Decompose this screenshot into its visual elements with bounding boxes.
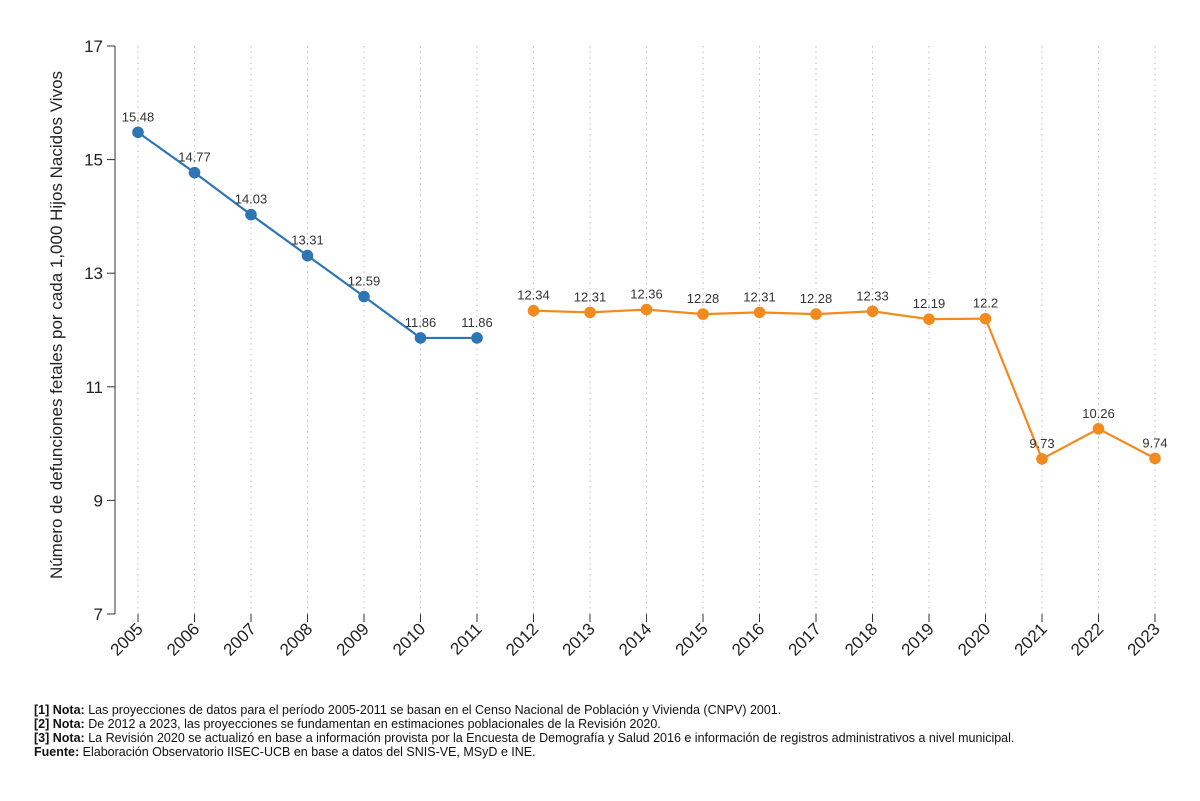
x-tick-label-2019: 2019	[898, 619, 938, 659]
data-label-2011: 11.86	[461, 315, 493, 330]
x-tick-label-2013: 2013	[559, 619, 599, 659]
data-label-2022: 10.26	[1082, 406, 1115, 421]
point-2007	[245, 208, 257, 221]
data-label-2023: 9.74	[1142, 435, 1167, 450]
data-label-2008: 13.31	[291, 233, 324, 248]
y-tick-label-9: 9	[94, 491, 103, 510]
data-label-2007: 14.03	[235, 192, 268, 207]
data-label-2017: 12.28	[800, 291, 833, 306]
x-tick-label-2014: 2014	[615, 619, 655, 659]
x-tick-label-2023: 2023	[1124, 619, 1164, 659]
source-note: Fuente: Elaboración Observatorio IISEC-U…	[34, 745, 1184, 759]
data-label-2012: 12.34	[517, 288, 550, 303]
data-label-2015: 12.28	[687, 291, 720, 306]
data-label-2009: 12.59	[348, 273, 381, 288]
data-label-2010: 11.86	[405, 315, 437, 330]
point-2006	[188, 166, 201, 179]
x-tick-label-2018: 2018	[841, 619, 881, 659]
x-axis-ticks: 2005 2006 2007 2008 2009 2010 2011 2012 2013 2014…	[107, 614, 1164, 660]
point-2005	[132, 126, 144, 139]
x-tick-label-2006: 2006	[163, 619, 203, 659]
series-line-2	[533, 308, 1156, 461]
point-2020	[979, 312, 992, 325]
point-2012	[527, 304, 540, 317]
x-tick-label-2016: 2016	[728, 619, 768, 659]
data-label-2021: 9.73	[1029, 436, 1054, 451]
y-tick-label-11: 11	[85, 378, 103, 397]
data-label-2013: 12.31	[574, 289, 607, 304]
vertical-gridlines	[137, 46, 1156, 614]
data-label-2014: 12.36	[630, 287, 663, 302]
note-1-text: Las proyecciones de datos para el períod…	[88, 703, 782, 717]
x-tick-label-2008: 2008	[276, 619, 316, 659]
data-labels: 15.48 14.77 14.03 13.31 12.59 11.86 11.86 12.34…	[122, 109, 1168, 451]
point-2010	[414, 332, 427, 344]
x-tick-label-2011: 2011	[447, 619, 486, 658]
point-2022	[1092, 423, 1105, 435]
note-3: [3] Nota: La Revisión 2020 se actualizó …	[34, 731, 1184, 745]
data-label-2018: 12.33	[856, 288, 889, 303]
x-tick-label-2007: 2007	[220, 619, 260, 659]
note-2-tag: [2] Nota:	[34, 717, 85, 731]
x-tick-label-2005: 2005	[107, 619, 147, 659]
point-2023	[1149, 452, 1161, 465]
note-3-tag: [3] Nota:	[34, 731, 85, 745]
point-2016	[753, 306, 766, 319]
data-label-2019: 12.19	[913, 296, 946, 311]
point-2011	[471, 332, 483, 344]
source-text: Elaboración Observatorio IISEC-UCB en ba…	[82, 745, 536, 759]
y-tick-label-17: 17	[84, 37, 103, 56]
point-2009	[358, 290, 370, 303]
point-2019	[923, 313, 935, 326]
point-2021	[1036, 453, 1048, 465]
x-tick-label-2022: 2022	[1067, 619, 1107, 659]
data-label-2006: 14.77	[178, 150, 211, 165]
y-tick-label-15: 15	[84, 151, 103, 170]
source-tag: Fuente:	[34, 745, 80, 759]
note-3-text: La Revisión 2020 se actualizó en base a …	[88, 731, 1015, 745]
x-tick-label-2012: 2012	[502, 619, 542, 659]
data-label-2020: 12.2	[973, 296, 998, 311]
x-tick-label-2010: 2010	[389, 619, 429, 659]
footnotes: [1] Nota: Las proyecciones de datos para…	[34, 703, 1184, 759]
series-layer	[132, 126, 1161, 465]
point-2015	[697, 308, 709, 320]
note-2: [2] Nota: De 2012 a 2023, las proyeccion…	[34, 717, 1184, 731]
data-label-2005: 15.48	[122, 109, 155, 124]
data-label-2016: 12.31	[743, 289, 776, 304]
note-1-tag: [1] Nota:	[34, 703, 85, 717]
note-2-text: De 2012 a 2023, las proyecciones se fund…	[88, 717, 661, 731]
y-tick-label-7: 7	[94, 605, 103, 624]
y-tick-label-13: 13	[84, 264, 103, 283]
x-tick-label-2020: 2020	[954, 619, 994, 659]
point-2008	[301, 249, 314, 262]
note-1: [1] Nota: Las proyecciones de datos para…	[34, 703, 1184, 717]
point-2018	[866, 305, 879, 318]
x-tick-label-2009: 2009	[333, 619, 373, 659]
x-tick-label-2021: 2021	[1011, 619, 1051, 659]
y-axis-ticks: 7 9 11 13 15 17	[84, 37, 115, 624]
y-axis-label: Número de defunciones fetales por cada 1…	[47, 71, 66, 579]
point-2014	[640, 303, 653, 316]
x-tick-label-2017: 2017	[785, 619, 825, 659]
point-2013	[584, 306, 596, 319]
point-2017	[810, 308, 822, 320]
x-tick-label-2015: 2015	[672, 619, 712, 659]
